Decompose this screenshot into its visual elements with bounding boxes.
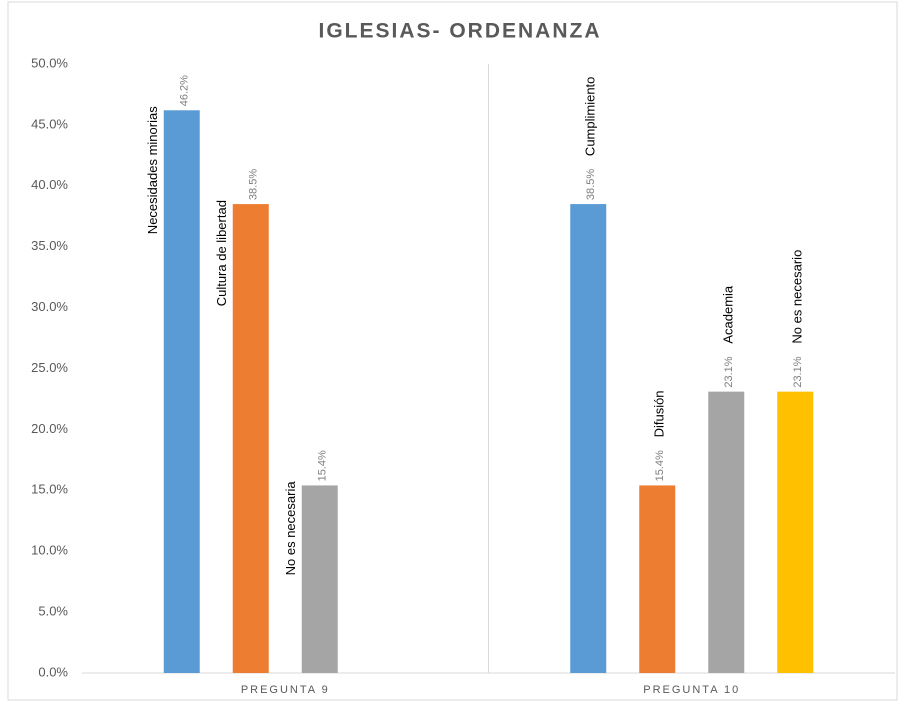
bar — [232, 204, 269, 673]
y-tick-label: 45.0% — [31, 116, 68, 131]
value-label: 38.5% — [248, 169, 260, 200]
bar-name-label: Cumplimiento — [583, 77, 598, 156]
chart-frame — [7, 1, 898, 701]
value-label: 15.4% — [654, 450, 666, 481]
bar — [777, 391, 814, 673]
y-tick-label: 10.0% — [31, 543, 68, 558]
y-tick-label: 50.0% — [31, 55, 68, 70]
y-tick-label: 35.0% — [31, 238, 68, 253]
y-tick-label: 20.0% — [31, 421, 68, 436]
y-tick-label: 5.0% — [38, 604, 68, 619]
value-label: 46.2% — [179, 75, 191, 106]
bar-name-label: No es necesaria — [283, 481, 298, 576]
bar-name-label: Necesidades minorias — [145, 106, 160, 234]
value-label: 23.1% — [792, 356, 804, 387]
y-tick-label: 30.0% — [31, 299, 68, 314]
chart-title: IGLESIAS- ORDENANZA — [318, 20, 601, 43]
value-label: 15.4% — [317, 450, 329, 481]
bar — [301, 485, 338, 673]
bar — [570, 204, 607, 673]
bar-name-label: No es necesario — [790, 250, 805, 344]
value-label: 23.1% — [723, 356, 735, 387]
y-tick-label: 25.0% — [31, 360, 68, 375]
bar-name-label: Academia — [721, 285, 736, 344]
x-tick-label: PREGUNTA 9 — [241, 684, 330, 696]
bar-name-label: Cultura de libertad — [214, 200, 229, 306]
value-label: 38.5% — [585, 169, 597, 200]
y-tick-label: 0.0% — [38, 664, 68, 679]
bar — [639, 485, 676, 673]
bar — [163, 110, 200, 673]
bar — [708, 391, 745, 673]
y-tick-label: 40.0% — [31, 177, 68, 192]
bar-name-label: Difusión — [652, 390, 667, 437]
x-tick-label: PREGUNTA 10 — [643, 684, 740, 696]
y-tick-label: 15.0% — [31, 482, 68, 497]
